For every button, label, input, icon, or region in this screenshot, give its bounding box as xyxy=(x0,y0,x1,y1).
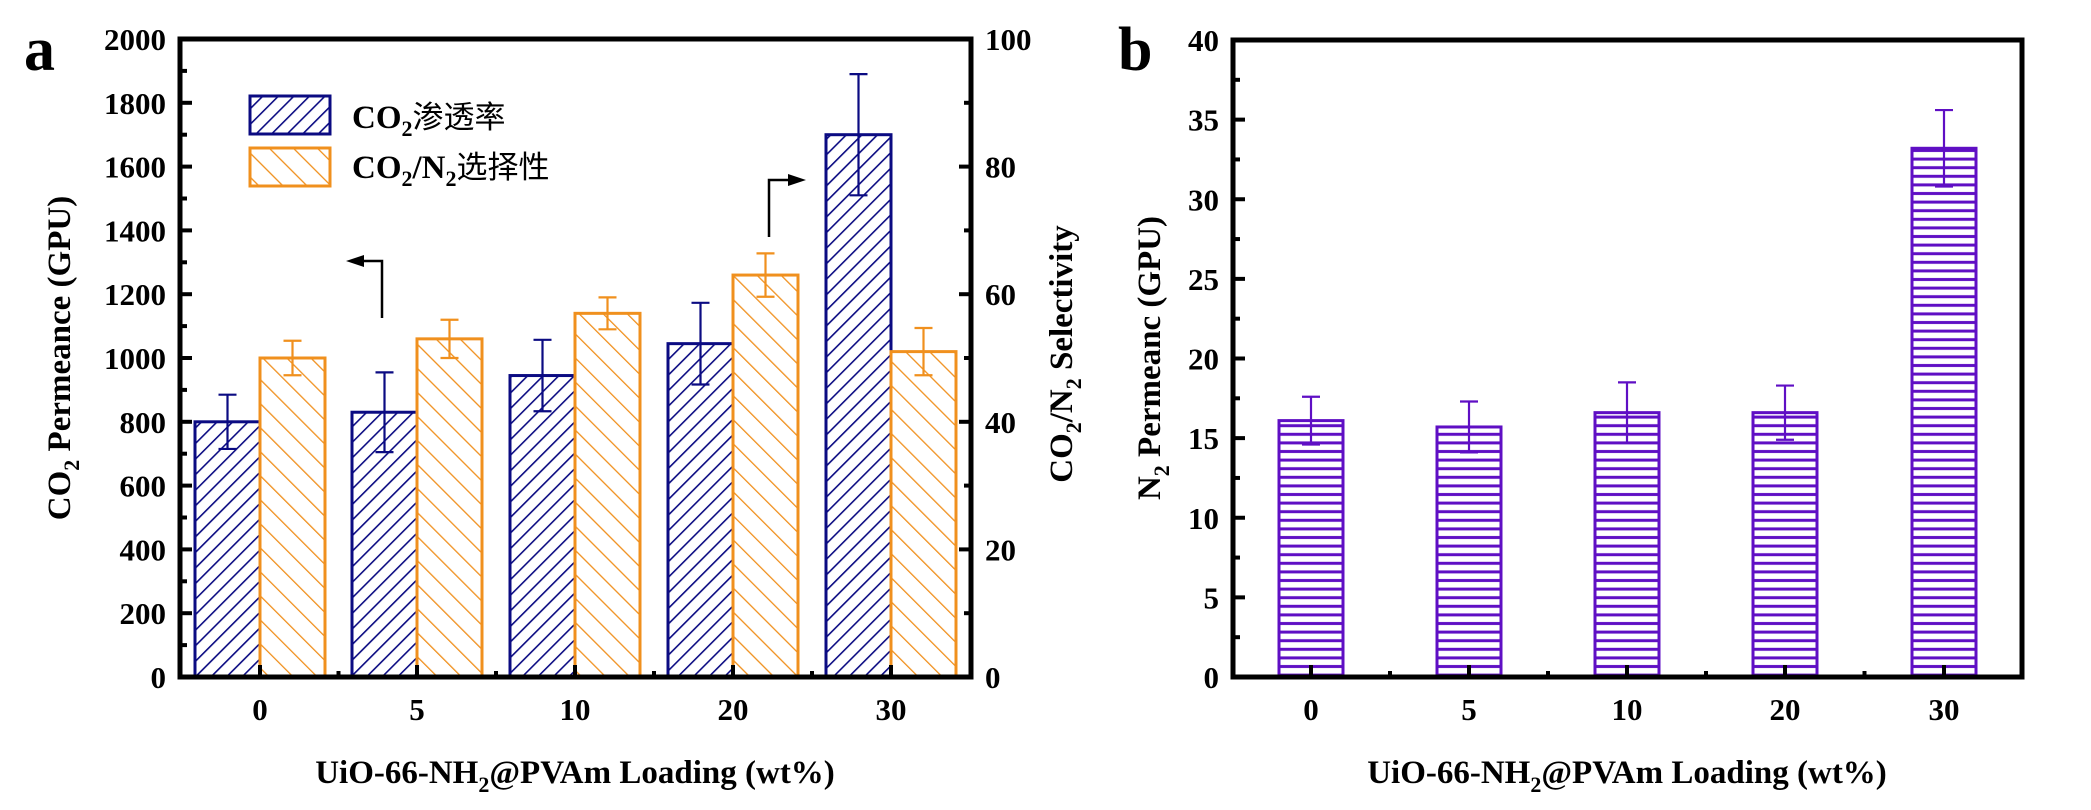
y-tick-label: 1000 xyxy=(104,341,166,376)
panel-label-a: a xyxy=(24,16,55,84)
panel-a-x-axis-label: UiO-66-NH2@PVAm Loading (wt%) xyxy=(315,755,835,797)
bar-n2-permeance-5 xyxy=(1435,425,1503,679)
y2-tick-label: 40 xyxy=(985,405,1016,440)
bar-co2-n2-selectivity-30 xyxy=(889,350,958,679)
error-bar-co2-n2-selectivity-20 xyxy=(756,252,775,298)
arrow-left-line xyxy=(356,259,384,318)
panel-b-x-axis-label: UiO-66-NH2@PVAm Loading (wt%) xyxy=(1367,755,1887,797)
legend-item-co2-permeance: CO2渗透率 xyxy=(248,94,506,141)
x-tick-label: 20 xyxy=(718,692,749,727)
y2-tick-label: 100 xyxy=(985,22,1032,57)
y-tick-label: 800 xyxy=(120,405,167,440)
y-tick-label: 1200 xyxy=(104,277,166,312)
panel-a-x-axis: 0 5 10 20 30 xyxy=(252,665,907,727)
x-tick-label: 0 xyxy=(1303,692,1319,727)
panel-a-left-axis: 0 200 400 600 800 1000 1200 1400 1600 1800 2000 xyxy=(104,22,192,695)
y-tick-label: 1800 xyxy=(104,86,166,121)
bar-co2-n2-selectivity-20 xyxy=(731,273,800,679)
panel-label-b: b xyxy=(1118,16,1152,84)
panel-a-y2-axis-label: CO2/N2 Selectivity xyxy=(1044,225,1086,483)
y-tick-label: 20 xyxy=(1188,342,1219,377)
y-tick-label: 200 xyxy=(120,596,167,631)
bar-n2-permeance-0 xyxy=(1277,419,1345,679)
x-tick-label: 10 xyxy=(560,692,591,727)
panel-a-y-axis-label: CO2 Permeance (GPU) xyxy=(42,196,84,520)
y2-tick-label: 20 xyxy=(985,532,1016,567)
error-bar-co2-permeance-30 xyxy=(849,72,868,197)
y-tick-label: 25 xyxy=(1188,262,1219,297)
panel-a-error-bars xyxy=(218,72,933,454)
y-tick-label: 0 xyxy=(1204,660,1220,695)
legend-label-co2-permeance: CO2渗透率 xyxy=(352,100,506,141)
bar-co2-n2-selectivity-5 xyxy=(415,337,484,679)
error-bar-n2-permeance-20 xyxy=(1776,384,1794,441)
arrow-right-line xyxy=(767,178,795,237)
error-bar-n2-permeance-5 xyxy=(1460,400,1478,454)
bar-co2-n2-selectivity-10 xyxy=(573,311,642,679)
error-bar-co2-permeance-10 xyxy=(533,338,552,413)
error-bar-co2-n2-selectivity-0 xyxy=(283,339,302,377)
panel-b-bars xyxy=(1277,146,1978,679)
y-tick-label: 600 xyxy=(120,469,167,504)
bar-co2-permeance-10 xyxy=(508,374,577,679)
error-bar-n2-permeance-0 xyxy=(1302,395,1320,446)
y-tick-label: 400 xyxy=(120,532,167,567)
y2-tick-label: 60 xyxy=(985,277,1016,312)
bar-co2-permeance-0 xyxy=(193,420,262,679)
panel-b-error-bars xyxy=(1302,108,1953,454)
x-tick-label: 0 xyxy=(252,692,268,727)
bar-n2-permeance-20 xyxy=(1751,411,1819,679)
panel-b-x-axis: 0 5 10 20 30 xyxy=(1303,665,1960,727)
arrow-left-head-icon xyxy=(346,255,364,267)
x-tick-label: 5 xyxy=(1461,692,1477,727)
error-bar-co2-permeance-5 xyxy=(375,371,394,454)
panel-b: b 0 5 10 15 20 25 30 35 40 0 5 10 20 30 N2 Permeanc … xyxy=(1118,16,2025,797)
panel-a-right-axis: 0 20 40 60 80 100 xyxy=(959,22,1032,695)
legend-swatch-blue-hatch xyxy=(248,94,332,136)
arrow-right-head-icon xyxy=(788,174,806,186)
y-tick-label: 35 xyxy=(1188,103,1219,138)
x-tick-label: 20 xyxy=(1770,692,1801,727)
y-tick-label: 1600 xyxy=(104,150,166,185)
panel-b-y-axis-label: N2 Permeanc (GPU) xyxy=(1132,216,1174,500)
y2-tick-label: 80 xyxy=(985,150,1016,185)
y-tick-label: 1400 xyxy=(104,213,166,248)
legend-label-co2-n2-selectivity: CO2/N2选择性 xyxy=(352,150,550,191)
error-bar-n2-permeance-10 xyxy=(1618,381,1636,445)
bar-co2-permeance-20 xyxy=(666,342,735,679)
y-tick-label: 30 xyxy=(1188,182,1219,217)
arrow-pointing-right-axis xyxy=(767,174,806,237)
x-tick-label: 10 xyxy=(1612,692,1643,727)
error-bar-co2-permeance-20 xyxy=(691,301,710,386)
y-tick-label: 10 xyxy=(1188,501,1219,536)
legend: CO2渗透率 CO2/N2选择性 xyxy=(248,94,550,191)
x-tick-label: 30 xyxy=(1929,692,1960,727)
y2-tick-label: 0 xyxy=(985,660,1001,695)
legend-item-co2-n2-selectivity: CO2/N2选择性 xyxy=(248,146,550,191)
bar-n2-permeance-10 xyxy=(1593,411,1661,679)
y-tick-label: 40 xyxy=(1188,23,1219,58)
error-bar-co2-n2-selectivity-5 xyxy=(440,318,459,360)
error-bar-co2-n2-selectivity-30 xyxy=(914,326,933,377)
panel-a: a 0200400600800100012001400160018002000 … xyxy=(24,16,1086,797)
y-tick-label: 15 xyxy=(1188,421,1219,456)
error-bar-n2-permeance-30 xyxy=(1935,108,1953,188)
y-tick-label: 0 xyxy=(151,660,167,695)
y-tick-label: 2000 xyxy=(104,22,166,57)
bar-co2-n2-selectivity-0 xyxy=(258,356,327,679)
bar-n2-permeance-30 xyxy=(1910,146,1978,679)
panel-a-bars xyxy=(193,133,958,679)
error-bar-co2-n2-selectivity-10 xyxy=(598,296,617,331)
legend-swatch-orange-hatch xyxy=(248,146,332,188)
x-tick-label: 30 xyxy=(876,692,907,727)
error-bar-co2-permeance-0 xyxy=(218,393,237,451)
panel-b-y-axis: 0 5 10 15 20 25 30 35 40 xyxy=(1188,23,1245,695)
bar-co2-permeance-5 xyxy=(350,410,419,679)
y-tick-label: 5 xyxy=(1204,580,1220,615)
x-tick-label: 5 xyxy=(409,692,425,727)
bar-co2-permeance-30 xyxy=(824,133,893,679)
arrow-pointing-left-axis xyxy=(346,255,384,318)
